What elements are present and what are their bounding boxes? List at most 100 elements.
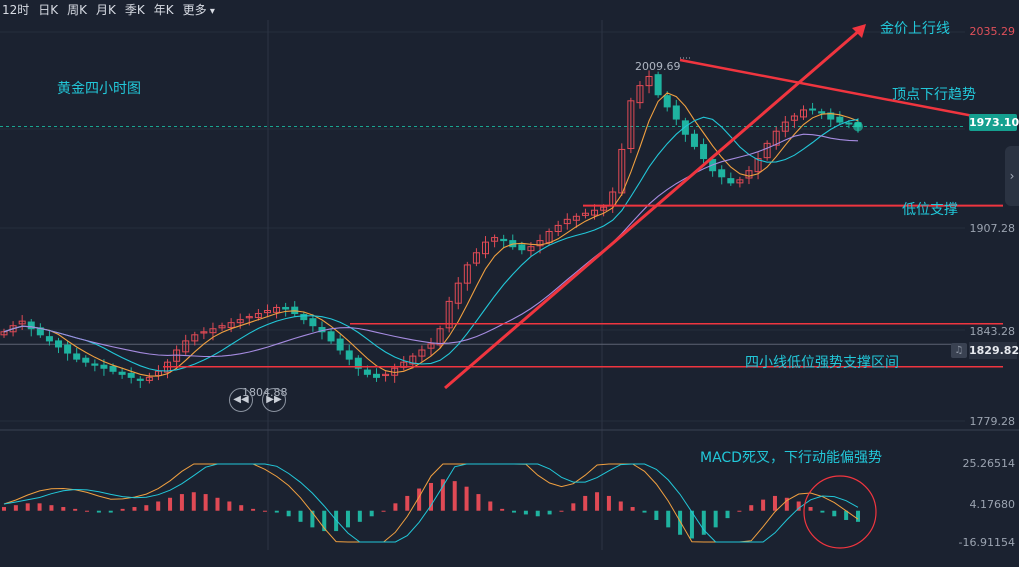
candle-body	[727, 178, 735, 184]
candle-body	[818, 111, 826, 114]
macd-bar	[251, 508, 256, 511]
candle-body	[600, 206, 608, 211]
candle-body	[636, 85, 644, 104]
macd-bar	[452, 481, 457, 511]
candle-body	[282, 306, 290, 310]
macd-bar	[73, 508, 78, 511]
price-tick-top: 2035.29	[969, 25, 1016, 38]
candle-body	[618, 148, 626, 194]
candle-body	[527, 246, 535, 252]
candles-layer	[0, 70, 862, 388]
macd-bar	[227, 501, 232, 511]
candle-body	[309, 318, 317, 327]
candle-body	[191, 334, 199, 342]
candle-body	[64, 344, 72, 354]
macd-bar	[61, 507, 66, 511]
macd-bar	[689, 510, 694, 539]
macd-bar	[737, 510, 742, 512]
candle-body	[200, 331, 208, 334]
macd-bar	[215, 497, 220, 511]
ma20-line	[3, 133, 859, 358]
macd-bar	[559, 510, 564, 512]
macd-bar	[784, 497, 789, 511]
trendlines-layer	[163, 24, 1011, 390]
price-tick-2: 1907.28	[969, 222, 1016, 235]
macd-bar	[405, 495, 410, 511]
candle-body	[327, 331, 335, 342]
period-toolbar: 12时 日K 周K 月K 季K 年K 更多	[0, 0, 215, 18]
period-yearly-button[interactable]: 年K	[153, 2, 174, 17]
period-quarterly-button[interactable]: 季K	[124, 2, 145, 17]
macd-bar	[179, 494, 184, 511]
macd-bar	[369, 510, 374, 517]
candle-body	[472, 252, 480, 264]
candle-body	[572, 215, 580, 221]
macd-bar	[761, 499, 766, 511]
macd-bar	[191, 492, 196, 511]
candle-body	[418, 349, 426, 357]
macd-bar	[381, 510, 386, 512]
macd-bar	[488, 501, 493, 511]
macd-bar	[535, 510, 540, 517]
macd-bar	[749, 505, 754, 511]
macd-bar	[37, 503, 42, 511]
candle-body	[336, 338, 344, 351]
macd-bar	[595, 492, 600, 511]
candle-body	[827, 112, 835, 120]
candle-body	[263, 310, 271, 314]
period-monthly-button[interactable]: 月K	[96, 2, 116, 17]
ma5-line	[3, 92, 859, 377]
macd-bar	[832, 510, 837, 517]
candle-body	[491, 237, 499, 242]
candle-body	[754, 158, 762, 173]
candle-body	[763, 142, 771, 159]
candle-body	[18, 320, 26, 325]
candle-body	[363, 369, 371, 375]
candle-body	[563, 218, 571, 225]
macd-bar	[654, 510, 659, 520]
reference-price-badge: 1829.82	[969, 342, 1019, 359]
period-daily-button[interactable]: 日K	[38, 2, 59, 17]
candle-body	[55, 340, 63, 348]
macd-bar	[856, 510, 860, 522]
macd-bar	[96, 510, 101, 513]
macd-bar	[132, 507, 137, 511]
chart-grid	[0, 20, 1019, 550]
macd-layer	[2, 463, 877, 549]
macd-bar	[49, 505, 54, 511]
high-price-marker: 2009.69	[635, 60, 681, 73]
candle-body	[45, 336, 53, 342]
forward-icon[interactable]: ▶▶	[262, 388, 286, 412]
candle-body	[663, 95, 671, 108]
period-12h-button[interactable]: 12时	[2, 2, 30, 17]
macd-bar	[630, 507, 635, 511]
candle-body	[427, 343, 435, 349]
uptrend-arrowhead	[852, 24, 866, 38]
rewind-icon[interactable]: ◀◀	[229, 388, 253, 412]
macd-bar	[583, 495, 588, 511]
macd-bar	[523, 510, 528, 515]
period-more-dropdown[interactable]: 更多	[183, 1, 215, 18]
period-weekly-button[interactable]: 周K	[67, 2, 88, 17]
candle-body	[591, 209, 599, 216]
candle-body	[518, 244, 526, 251]
macd-bar	[286, 510, 291, 517]
macd-bar	[262, 510, 267, 512]
candle-body	[382, 373, 390, 377]
macd-bar	[464, 486, 469, 511]
chevron-right-icon[interactable]: ›	[1005, 146, 1019, 206]
macd-bar	[274, 510, 279, 513]
candle-body	[209, 328, 217, 334]
alert-bell-icon[interactable]: ♫	[951, 343, 967, 358]
candle-body	[82, 357, 90, 363]
candle-body	[372, 373, 380, 378]
macd-bar	[203, 494, 208, 511]
macd-dea-line	[3, 463, 859, 543]
macd-bar	[2, 507, 6, 511]
macd-bar	[156, 501, 161, 511]
macd-bar	[713, 510, 718, 528]
macd-bar	[310, 510, 315, 528]
candle-body	[345, 350, 353, 360]
candle-body	[182, 340, 190, 353]
